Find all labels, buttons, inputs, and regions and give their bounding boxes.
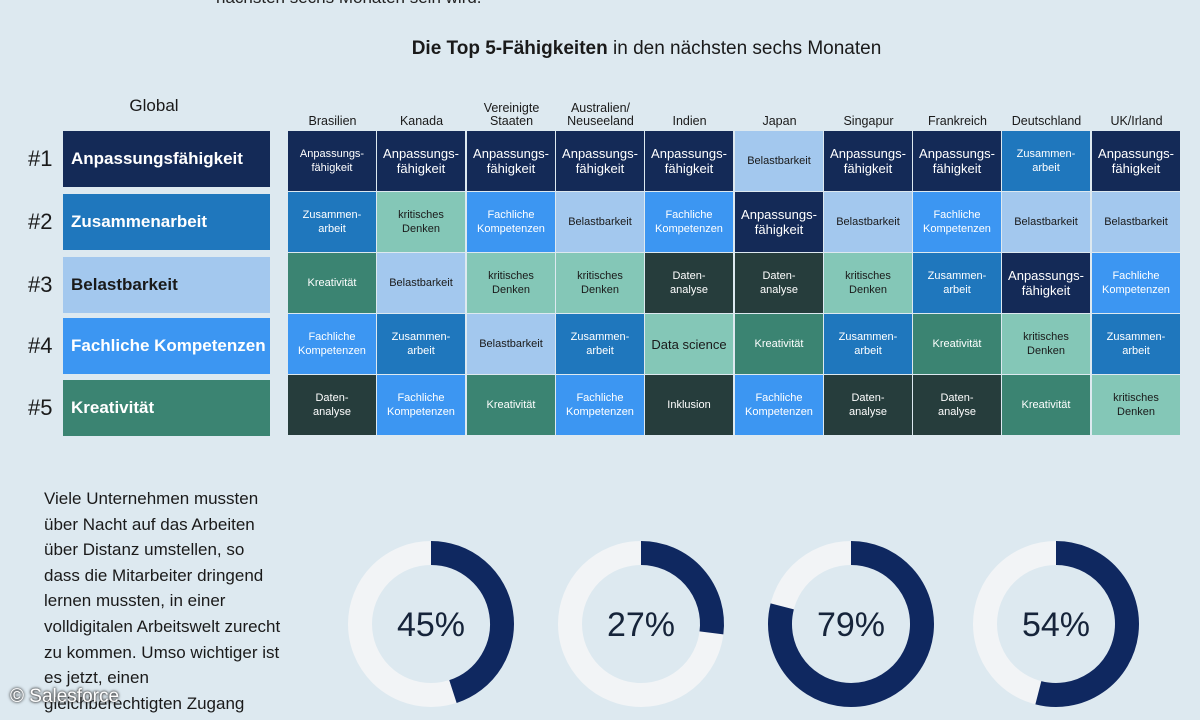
donut-value-arc: [430, 541, 514, 703]
skill-cell: Daten-analyse: [288, 375, 376, 435]
skill-cell: Inklusion: [645, 375, 733, 435]
skill-cell: Belastbarkeit: [467, 314, 555, 374]
country-header: UK/Irland: [1110, 114, 1163, 128]
country-header: Frankreich: [927, 114, 988, 128]
skill-cell: Zusammen-arbeit: [556, 314, 644, 374]
skill-cell: Fachliche Kompetenzen: [735, 375, 823, 435]
country-header: Japan: [762, 114, 797, 128]
global-skill-2: Zusammenarbeit: [63, 194, 270, 250]
skill-cell: kritisches Denken: [1092, 375, 1180, 435]
skill-cell: Fachliche Kompetenzen: [288, 314, 376, 374]
skill-cell: Zusammen-arbeit: [377, 314, 465, 374]
chart-title: Die Top 5-Fähigkeiten in den nächsten se…: [0, 38, 1200, 60]
copyright-footer: © Salesforce: [10, 686, 120, 707]
skill-cell: Zusammen-arbeit: [288, 192, 376, 252]
rank-number: #4: [28, 333, 53, 358]
skill-cell: Zusammen-arbeit: [1092, 314, 1180, 374]
skill-cell: Zusammen-arbeit: [913, 253, 1001, 313]
intro-text-fragment: nächsten sechs Monaten sein wird.: [216, 0, 482, 8]
global-skill-1: Anpassungsfähigkeit: [63, 131, 270, 187]
skill-cell: Belastbarkeit: [377, 253, 465, 313]
skill-cell: Anpassungs-fähigkeit: [377, 131, 465, 191]
country-header: Kanada: [399, 114, 444, 128]
skill-cell: kritisches Denken: [377, 192, 465, 252]
rank-number: #1: [28, 146, 53, 171]
skill-cell: Fachliche Kompetenzen: [467, 192, 555, 252]
global-label: Global: [129, 96, 179, 115]
donut-label: 45%: [397, 606, 465, 644]
skill-cell: Kreativität: [288, 253, 376, 313]
skill-cell: Daten-analyse: [824, 375, 912, 435]
skill-cell: Daten-analyse: [645, 253, 733, 313]
global-skill-4: Fachliche Kompetenzen: [63, 318, 270, 374]
rank-number: #3: [28, 272, 53, 297]
donut-label: 27%: [607, 606, 675, 644]
skill-cell: kritisches Denken: [1002, 314, 1090, 374]
rank-number: #5: [28, 395, 53, 420]
skill-cell: Zusammen-arbeit: [824, 314, 912, 374]
skill-cell: Kreativität: [467, 375, 555, 435]
skill-cell: Fachliche Kompetenzen: [1092, 253, 1180, 313]
skill-cell: Anpassungs-fähigkeit: [1002, 253, 1090, 313]
skill-cell: Belastbarkeit: [1092, 192, 1180, 252]
skill-cell: Anpassungs-fähigkeit: [467, 131, 555, 191]
skill-cell: Anpassungs-fähigkeit: [913, 131, 1001, 191]
country-header: Vereinigte Staaten: [483, 101, 540, 128]
skill-cell: Daten-analyse: [913, 375, 1001, 435]
skill-cell: kritisches Denken: [467, 253, 555, 313]
chart-title-rest: in den nächsten sechs Monaten: [607, 38, 882, 59]
skill-cell: Kreativität: [1002, 375, 1090, 435]
skill-cell: Kreativität: [913, 314, 1001, 374]
skill-cell: Fachliche Kompetenzen: [556, 375, 644, 435]
country-header: Australien/Neuseeland: [567, 101, 634, 128]
skill-cell: Belastbarkeit: [556, 192, 644, 252]
skill-cell: Anpassungs-fähigkeit: [288, 131, 376, 191]
global-skill-5: Kreativität: [63, 380, 270, 436]
country-header: Indien: [672, 114, 707, 128]
skill-cell: kritisches Denken: [824, 253, 912, 313]
skill-cell: Anpassungs-fähigkeit: [735, 192, 823, 252]
donut-value-arc: [768, 541, 934, 707]
skill-cell: Data science: [645, 314, 733, 374]
chart-title-bold: Die Top 5-Fähigkeiten: [411, 38, 608, 59]
skill-cell: Fachliche Kompetenzen: [377, 375, 465, 435]
skill-cell: Anpassungs-fähigkeit: [824, 131, 912, 191]
skill-cell: Fachliche Kompetenzen: [645, 192, 733, 252]
skill-cell: kritisches Denken: [556, 253, 644, 313]
skill-cell: Anpassungs-fähigkeit: [645, 131, 733, 191]
skill-cell: Zusammen-arbeit: [1002, 131, 1090, 191]
donut-value-arc: [640, 541, 724, 635]
country-header: Deutschland: [1011, 114, 1082, 128]
country-header: Brasilien: [308, 114, 357, 128]
skill-cell: Kreativität: [735, 314, 823, 374]
skill-cell: Belastbarkeit: [824, 192, 912, 252]
skill-cell: Anpassungs-fähigkeit: [1092, 131, 1180, 191]
rank-number: #2: [28, 209, 53, 234]
skill-cell: Belastbarkeit: [1002, 192, 1090, 252]
skill-cell: Fachliche Kompetenzen: [913, 192, 1001, 252]
country-header: Singapur: [843, 114, 894, 128]
global-skill-3: Belastbarkeit: [63, 257, 270, 313]
donut-label: 54%: [1022, 606, 1090, 644]
side-paragraph: Viele Unternehmen mussten über Nacht auf…: [44, 489, 281, 713]
skill-cell: Daten-analyse: [735, 253, 823, 313]
skill-cell: Belastbarkeit: [735, 131, 823, 191]
donut-label: 79%: [817, 606, 885, 644]
skill-cell: Anpassungs-fähigkeit: [556, 131, 644, 191]
donut-value-arc: [1035, 541, 1139, 707]
